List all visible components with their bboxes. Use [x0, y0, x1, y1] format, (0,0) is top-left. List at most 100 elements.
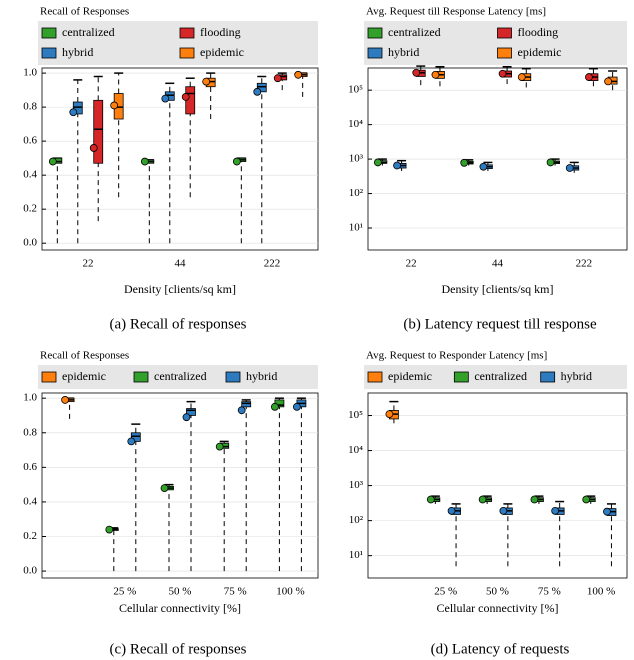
mean	[517, 73, 526, 81]
box	[93, 99, 104, 164]
legend-label: epidemic	[200, 45, 244, 59]
y-tick-label: 10³	[349, 479, 364, 491]
mean	[160, 484, 169, 492]
y-tick-label: 10³	[349, 153, 364, 165]
mean	[127, 437, 136, 446]
mean	[546, 158, 555, 167]
chart-title: Avg. Request till Response Latency [ms]	[366, 6, 546, 18]
y-tick-label: 10¹	[349, 549, 363, 561]
y-tick-label: 0.2	[23, 203, 37, 215]
legend-swatch	[179, 27, 195, 39]
y-tick-label: 1.0	[23, 392, 37, 404]
mean	[215, 442, 224, 451]
y-tick-label: 0.8	[23, 101, 37, 113]
x-axis-label: Cellular connectivity [%]	[437, 601, 559, 615]
box	[130, 432, 141, 442]
y-tick-label: 10²	[349, 187, 364, 199]
mean	[530, 495, 539, 504]
mean	[479, 162, 488, 171]
legend-swatch	[497, 27, 512, 39]
plot-frame	[41, 67, 319, 251]
legend-swatch	[179, 47, 195, 59]
legend-label: centralized	[388, 25, 441, 39]
y-tick-label: 0.0	[23, 237, 37, 249]
legend-swatch	[41, 371, 57, 383]
legend-label: centralized	[474, 369, 527, 383]
y-tick-label: 0.6	[23, 461, 37, 473]
mean	[181, 93, 190, 101]
x-axis-label: Density [clients/sq km]	[442, 282, 554, 296]
x-tick-label: 25 %	[434, 586, 457, 598]
mean	[565, 164, 574, 172]
legend-label: hybrid	[561, 369, 592, 383]
mean	[373, 158, 382, 167]
y-tick-label: 0.8	[23, 426, 37, 438]
x-tick-label: 75 %	[224, 586, 247, 598]
x-tick-label: 25 %	[113, 586, 136, 598]
mean	[161, 94, 170, 103]
x-tick-label: 22	[406, 258, 417, 270]
legend-swatch	[225, 371, 241, 383]
x-tick-label: 50 %	[486, 586, 509, 598]
caption: (a) Recall of responses	[109, 316, 246, 332]
legend-label: flooding	[200, 25, 241, 39]
legend-label: epidemic	[62, 369, 106, 383]
legend-box	[38, 365, 318, 389]
legend-swatch	[540, 371, 556, 383]
x-tick-label: 44	[175, 258, 187, 270]
y-tick-label: 0.6	[23, 135, 37, 147]
mean	[232, 157, 241, 166]
caption: (c) Recall of responses	[109, 641, 246, 657]
box	[256, 82, 267, 93]
x-axis-label: Cellular connectivity [%]	[119, 601, 241, 615]
mean	[253, 87, 262, 96]
legend-label: hybrid	[388, 45, 419, 59]
mean	[237, 406, 246, 415]
x-tick-label: 222	[576, 258, 593, 270]
box	[72, 101, 83, 115]
x-tick-label: 75 %	[538, 586, 561, 598]
legend-label: epidemic	[518, 45, 562, 59]
y-tick-label: 10²	[349, 514, 364, 526]
box	[186, 408, 196, 416]
legend-label: epidemic	[388, 369, 432, 383]
mean	[460, 158, 469, 167]
legend-label: hybrid	[62, 45, 93, 59]
mean	[551, 506, 560, 515]
y-tick-label: 10⁵	[348, 409, 363, 421]
mean	[447, 506, 456, 515]
mean	[603, 507, 611, 516]
x-tick-label: 100 %	[587, 586, 615, 598]
y-tick-label: 0.4	[23, 495, 37, 507]
legend-label: hybrid	[246, 369, 277, 383]
legend-swatch	[367, 47, 383, 59]
mean	[499, 506, 508, 515]
x-tick-label: 50 %	[169, 586, 192, 598]
mean	[140, 157, 149, 166]
mean	[426, 495, 435, 504]
y-tick-label: 10¹	[349, 222, 363, 234]
mean	[431, 70, 440, 79]
chart-title: Recall of Responses	[40, 6, 129, 18]
mean	[105, 525, 114, 534]
mean	[110, 101, 119, 110]
plot-frame	[41, 392, 319, 579]
mean	[582, 495, 591, 504]
legend-label: centralized	[62, 25, 115, 39]
x-axis-label: Density [clients/sq km]	[124, 282, 236, 296]
legend-box	[364, 365, 627, 389]
y-tick-label: 10⁵	[348, 84, 363, 96]
legend-label: centralized	[154, 369, 207, 383]
y-tick-label: 1.0	[23, 67, 37, 79]
x-tick-label: 44	[492, 258, 504, 270]
chart-title: Recall of Responses	[40, 350, 129, 362]
legend-swatch	[497, 47, 512, 59]
legend-swatch	[453, 371, 469, 383]
chart-title: Avg. Request to Responder Latency [ms]	[366, 350, 547, 362]
caption: (d) Latency of requests	[431, 641, 570, 657]
mean	[270, 402, 279, 411]
mean	[604, 77, 613, 86]
mean	[69, 108, 78, 117]
legend-swatch	[367, 371, 383, 383]
box	[241, 401, 252, 408]
